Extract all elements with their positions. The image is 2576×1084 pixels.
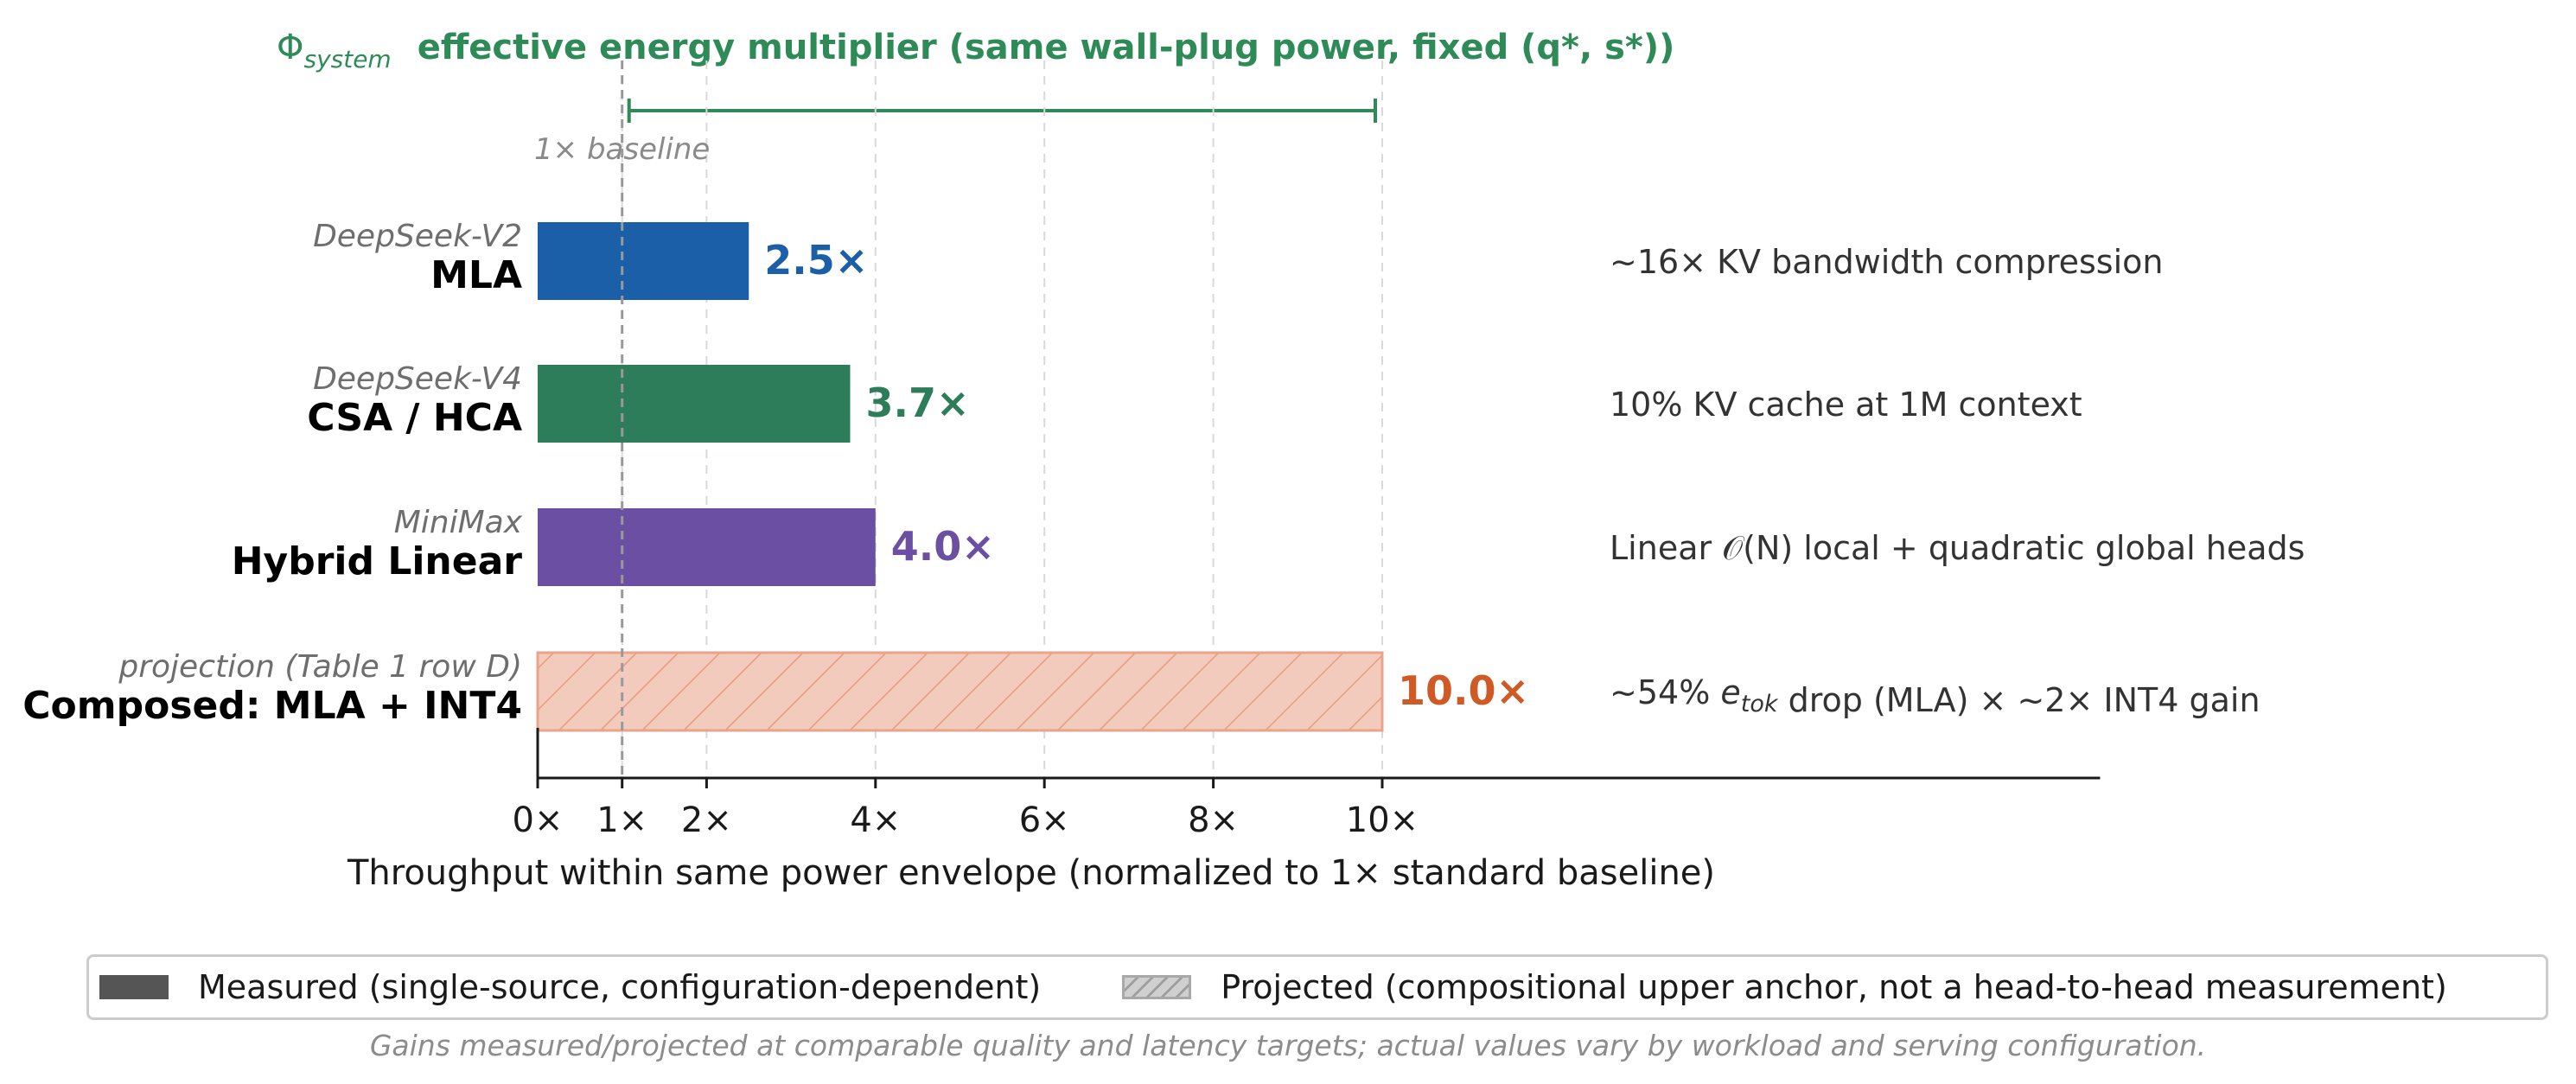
bar-note: ~54% etok drop (MLA) × ~2× INT4 gain (1610, 673, 2260, 719)
bar-note: ~16× KV bandwidth compression (1610, 243, 2163, 281)
bar-measured (538, 222, 749, 300)
bar-projected (536, 651, 1384, 732)
bar-value-label: 4.0× (891, 523, 995, 570)
x-axis: 0× 1× 2× 4× 6× 8× 10× (513, 728, 2101, 840)
x-axis-label: Throughput within same power envelope (n… (347, 853, 1715, 893)
baseline-marker: 1× baseline (534, 61, 710, 778)
x-tick-label: 1× (596, 800, 647, 840)
x-tick-label: 4× (850, 800, 901, 840)
bar-category-label: MLA (430, 253, 522, 297)
x-tick-label: 8× (1188, 800, 1239, 840)
baseline-label: 1× baseline (534, 132, 710, 167)
bar-value-label: 3.7× (865, 379, 969, 426)
bar-category-label: CSA / HCA (307, 396, 522, 440)
measured-swatch (99, 975, 169, 999)
bar-note: 10% KV cache at 1M context (1610, 386, 2082, 424)
title-text: effective energy multiplier (same wall-p… (418, 28, 1675, 67)
x-tick-label: 10× (1346, 800, 1419, 840)
bar-measured (538, 508, 876, 586)
bar-category-label: Hybrid Linear (232, 539, 523, 583)
bar-value-label: 10.0× (1398, 667, 1529, 714)
bar-sublabel: MiniMax (394, 505, 523, 540)
projected-swatch (1122, 975, 1192, 999)
bar-sublabel: DeepSeek-V4 (313, 361, 522, 397)
legend-projected-label: Projected (compositional upper anchor, n… (1221, 968, 2447, 1006)
chart-title: Φsystem effective energy multiplier (same… (277, 28, 1674, 73)
title-phi-symbol: Φ (277, 28, 303, 67)
bar-value-label: 2.5× (764, 237, 868, 284)
legend: Measured (single-source, configuration-d… (86, 954, 2548, 1020)
legend-measured-label: Measured (single-source, configuration-d… (198, 968, 1042, 1006)
title-phi-subscript: system (303, 45, 391, 73)
footnote: Gains measured/projected at comparable q… (369, 1029, 2207, 1062)
bar-category-label: Composed: MLA + INT4 (22, 684, 522, 728)
bar-measured (538, 365, 851, 443)
x-tick-label: 6× (1019, 800, 1070, 840)
x-tick-label: 2× (681, 800, 732, 840)
bar-sublabel: DeepSeek-V2 (313, 219, 522, 254)
x-tick-label: 0× (513, 800, 564, 840)
bar-note: Linear 𝒪(N) local + quadratic global hea… (1610, 529, 2305, 567)
multiplier-bracket (627, 99, 1377, 123)
legend-item-projected: Projected (compositional upper anchor, n… (1110, 968, 2447, 1006)
bars (536, 222, 1384, 732)
bar-sublabel: projection (Table 1 row D) (118, 649, 522, 685)
legend-item-measured: Measured (single-source, configuration-d… (89, 968, 1041, 1006)
